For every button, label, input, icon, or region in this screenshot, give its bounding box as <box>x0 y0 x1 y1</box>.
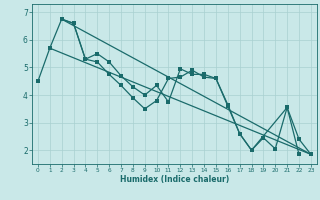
X-axis label: Humidex (Indice chaleur): Humidex (Indice chaleur) <box>120 175 229 184</box>
